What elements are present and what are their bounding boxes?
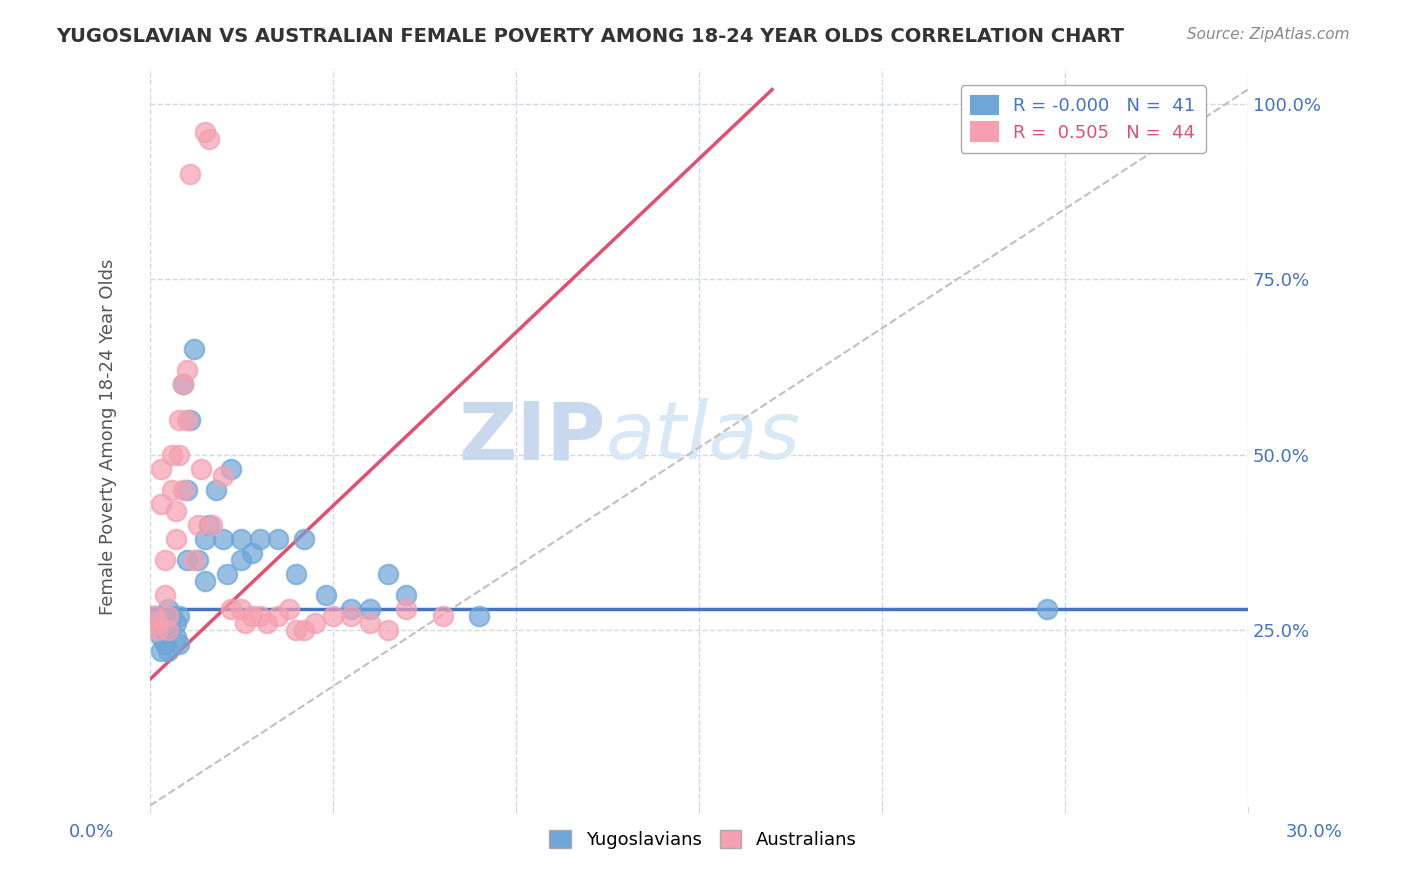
Point	[267, 532, 290, 546]
Point	[249, 532, 271, 546]
Point	[249, 609, 271, 624]
Point	[242, 609, 264, 624]
Point	[165, 504, 187, 518]
Point	[146, 623, 169, 637]
Point	[377, 566, 399, 581]
Point	[179, 412, 201, 426]
Point	[231, 602, 253, 616]
Point	[160, 483, 183, 497]
Point	[256, 616, 278, 631]
Point	[359, 602, 381, 616]
Point	[165, 616, 187, 631]
Point	[169, 609, 191, 624]
Point	[267, 609, 290, 624]
Y-axis label: Female Poverty Among 18-24 Year Olds: Female Poverty Among 18-24 Year Olds	[100, 259, 117, 615]
Point	[157, 602, 180, 616]
Point	[149, 497, 172, 511]
Point	[190, 461, 212, 475]
Point	[176, 483, 198, 497]
Point	[1035, 602, 1057, 616]
Point	[292, 532, 315, 546]
Point	[197, 132, 219, 146]
Point	[176, 363, 198, 377]
Point	[197, 517, 219, 532]
Point	[278, 602, 301, 616]
Point	[285, 623, 308, 637]
Point	[146, 616, 169, 631]
Point	[157, 623, 180, 637]
Point	[157, 609, 180, 624]
Point	[395, 602, 418, 616]
Point	[194, 125, 217, 139]
Point	[157, 644, 180, 658]
Point	[142, 609, 165, 624]
Point	[219, 602, 242, 616]
Point	[153, 588, 176, 602]
Text: Source: ZipAtlas.com: Source: ZipAtlas.com	[1187, 27, 1350, 42]
Point	[179, 167, 201, 181]
Point	[149, 630, 172, 644]
Point	[340, 602, 363, 616]
Text: YUGOSLAVIAN VS AUSTRALIAN FEMALE POVERTY AMONG 18-24 YEAR OLDS CORRELATION CHART: YUGOSLAVIAN VS AUSTRALIAN FEMALE POVERTY…	[56, 27, 1125, 45]
Point	[176, 412, 198, 426]
Point	[142, 609, 165, 624]
Text: atlas: atlas	[606, 398, 800, 476]
Point	[304, 616, 326, 631]
Legend: Yugoslavians, Australians: Yugoslavians, Australians	[543, 822, 863, 856]
Point	[359, 616, 381, 631]
Point	[183, 553, 205, 567]
Point	[187, 517, 209, 532]
Point	[146, 616, 169, 631]
Point	[172, 377, 194, 392]
Point	[160, 609, 183, 624]
Point	[201, 517, 224, 532]
Point	[165, 532, 187, 546]
Text: 30.0%: 30.0%	[1286, 822, 1343, 840]
Point	[212, 532, 235, 546]
Point	[292, 623, 315, 637]
Point	[231, 553, 253, 567]
Point	[215, 566, 238, 581]
Point	[194, 574, 217, 588]
Point	[205, 483, 228, 497]
Legend: R = -0.000   N =  41, R =  0.505   N =  44: R = -0.000 N = 41, R = 0.505 N = 44	[960, 85, 1206, 153]
Point	[153, 623, 176, 637]
Text: 0.0%: 0.0%	[69, 822, 114, 840]
Point	[340, 609, 363, 624]
Point	[212, 468, 235, 483]
Point	[172, 483, 194, 497]
Point	[153, 553, 176, 567]
Point	[172, 377, 194, 392]
Point	[315, 588, 337, 602]
Point	[149, 644, 172, 658]
Point	[149, 461, 172, 475]
Point	[231, 532, 253, 546]
Point	[194, 532, 217, 546]
Point	[169, 637, 191, 651]
Point	[153, 637, 176, 651]
Point	[183, 343, 205, 357]
Point	[176, 553, 198, 567]
Text: ZIP: ZIP	[458, 398, 606, 476]
Point	[157, 623, 180, 637]
Point	[219, 461, 242, 475]
Point	[322, 609, 344, 624]
Point	[169, 412, 191, 426]
Point	[165, 630, 187, 644]
Point	[160, 448, 183, 462]
Point	[187, 553, 209, 567]
Point	[285, 566, 308, 581]
Point	[395, 588, 418, 602]
Point	[377, 623, 399, 637]
Point	[233, 616, 256, 631]
Point	[468, 609, 491, 624]
Point	[169, 448, 191, 462]
Point	[432, 609, 454, 624]
Point	[242, 546, 264, 560]
